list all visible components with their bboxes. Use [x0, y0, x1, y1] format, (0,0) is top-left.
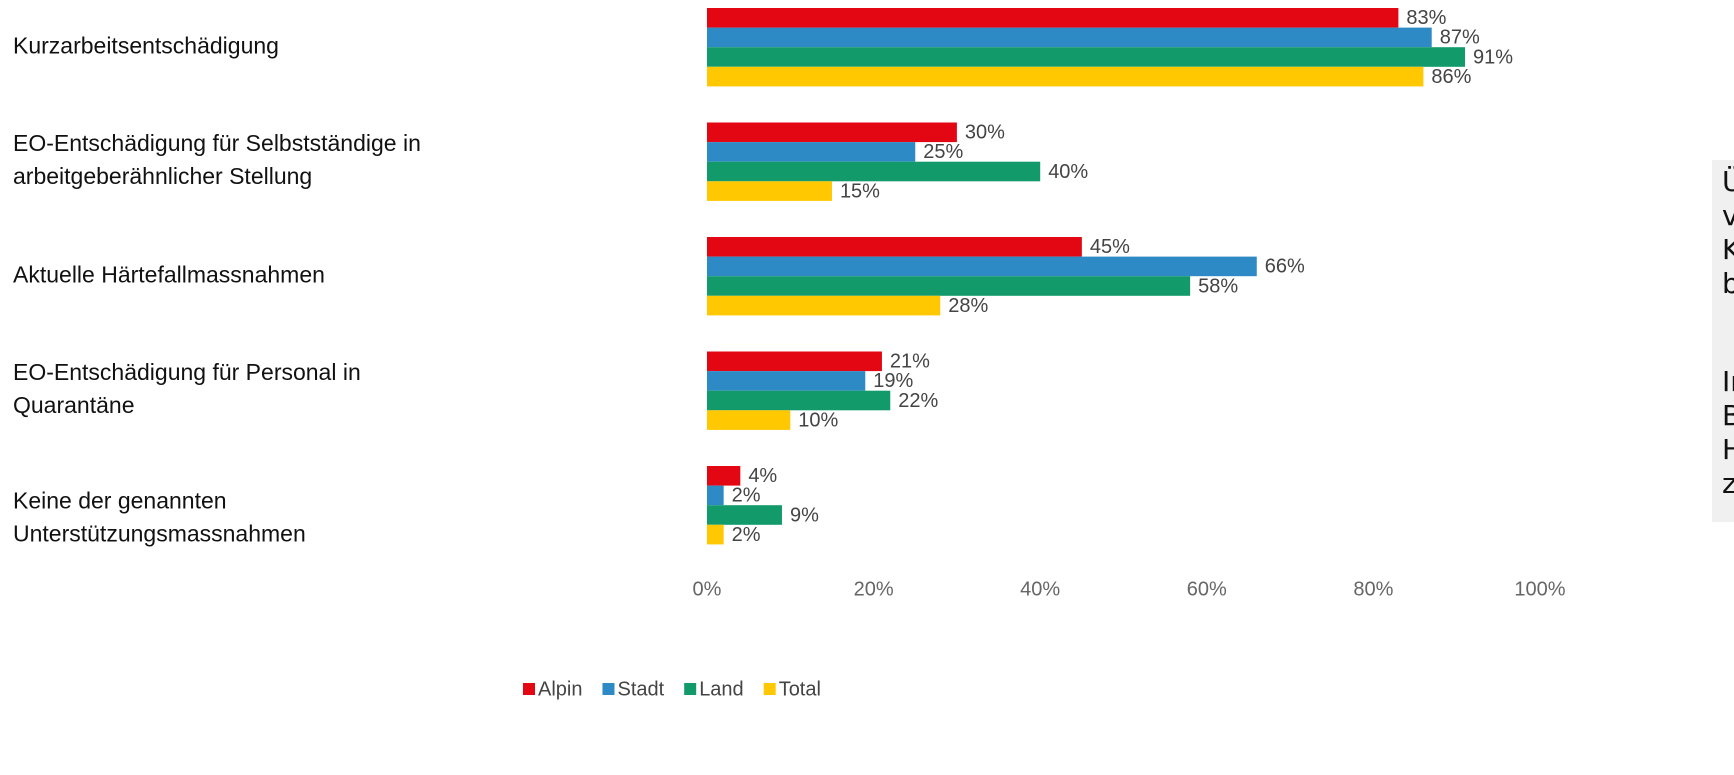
value-label: 22% — [898, 390, 938, 412]
category-label: EO-Entschädigung für Personal in Quarantä… — [13, 359, 361, 418]
value-label: 45% — [1090, 236, 1130, 258]
bar — [707, 295, 941, 316]
bar — [707, 47, 1466, 67]
bar — [707, 371, 866, 391]
value-label: 19% — [873, 370, 913, 392]
bar — [707, 8, 1399, 28]
legend-swatch — [763, 683, 776, 695]
annotation-box — [1712, 160, 1734, 522]
category-label: Keine der genannten Unterstützungsmassnah… — [13, 488, 306, 547]
bar — [707, 66, 1424, 87]
legend-swatch — [602, 683, 615, 695]
x-tick-label: 20% — [854, 578, 894, 600]
value-label: 9% — [790, 504, 819, 526]
bar — [707, 485, 724, 506]
category-label: EO-Entschädigung für Selbstständige in ar… — [13, 130, 421, 189]
bar — [707, 181, 832, 201]
bar — [707, 237, 1082, 257]
legend-label: Land — [699, 678, 744, 700]
value-label: 21% — [890, 351, 930, 373]
legend-swatch — [523, 683, 535, 695]
value-label: 25% — [923, 141, 963, 163]
bar — [707, 161, 1041, 182]
category-label: Aktuelle Härtefallmassnahmen — [13, 261, 325, 287]
annotation-line: Kurzarbei — [1722, 233, 1734, 266]
value-label: 2% — [732, 485, 761, 507]
annotation-line: zu haben — [1722, 467, 1734, 500]
bar — [707, 142, 916, 162]
value-label: 40% — [1048, 161, 1088, 183]
legend-swatch — [684, 683, 697, 695]
annotation-line: Betriebe a — [1722, 399, 1734, 432]
annotation-line: beantrag — [1722, 267, 1734, 300]
bar — [707, 276, 1191, 296]
bar — [707, 256, 1257, 277]
x-tick-label: 80% — [1353, 578, 1393, 600]
value-label: 4% — [748, 465, 777, 487]
value-label: 91% — [1473, 46, 1513, 68]
value-label: 86% — [1431, 66, 1471, 88]
value-label: 15% — [840, 180, 880, 202]
value-label: 2% — [732, 524, 761, 546]
bar — [707, 390, 891, 411]
legend-label: Total — [779, 678, 821, 700]
bar — [707, 466, 741, 486]
bar — [707, 27, 1432, 48]
value-label: 58% — [1198, 275, 1238, 297]
annotation-line: von der R — [1722, 199, 1734, 232]
bar — [707, 351, 882, 372]
annotation-line: Härtefall — [1722, 433, 1734, 466]
bar — [707, 410, 791, 430]
x-tick-label: 60% — [1187, 578, 1227, 600]
value-label: 87% — [1440, 27, 1480, 49]
x-tick-label: 100% — [1514, 578, 1565, 600]
bar — [707, 122, 957, 143]
legend-label: Alpin — [538, 678, 582, 700]
value-label: 10% — [798, 409, 838, 431]
annotation-line: In der Sta — [1722, 365, 1734, 398]
x-tick-label: 0% — [693, 578, 722, 600]
bar — [707, 505, 782, 525]
value-label: 83% — [1406, 7, 1446, 29]
legend-label: Stadt — [617, 678, 664, 700]
value-label: 28% — [948, 295, 988, 317]
value-label: 66% — [1265, 256, 1305, 278]
x-tick-label: 40% — [1020, 578, 1060, 600]
bar — [707, 524, 724, 545]
value-label: 30% — [965, 122, 1005, 144]
category-label: Kurzarbeitsentschädigung — [13, 32, 279, 58]
annotation-line: Über 86 % — [1722, 164, 1734, 198]
